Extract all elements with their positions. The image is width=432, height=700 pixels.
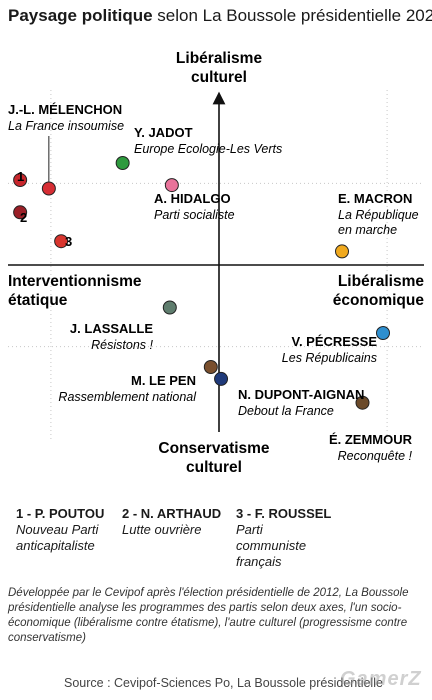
legend-item-party: Parti communiste français — [236, 522, 307, 569]
data-points — [13, 136, 390, 410]
legend-item-name: 3 - F. ROUSSEL — [236, 506, 332, 521]
axis-labels: Libéralisme culturel Conservatisme culturel… — [8, 50, 424, 476]
point-marker-number: 3 — [65, 234, 72, 249]
point-label: V. PÉCRESSE Les Républicains — [282, 334, 378, 365]
point-label: A. HIDALGO Parti socialiste — [154, 191, 235, 222]
legend-item-name: 2 - N. ARTHAUD — [122, 506, 222, 521]
point-label-name: A. HIDALGO — [154, 191, 231, 206]
methodology-note: Développée par le Cevipof après l'électi… — [8, 587, 409, 644]
point-label-party: Reconquête ! — [338, 449, 413, 463]
legend-item-1: 1 - P. POUTOU Nouveau Parti anticapitali… — [16, 506, 126, 554]
axis-label-right: Libéralisme économique — [333, 273, 425, 309]
point-v-pécresse — [376, 326, 390, 340]
point-label: É. ZEMMOUR Reconquête ! — [329, 432, 413, 463]
point-marker-number: 2 — [20, 210, 27, 225]
watermark: GamerZ — [340, 668, 422, 690]
point-y-jadot — [115, 156, 130, 170]
political-compass-chart: Libéralisme culturel Conservatisme culturel… — [8, 50, 424, 476]
point-label: E. MACRON La République en marche — [338, 191, 419, 237]
axis-label-left: Interventionnisme étatique — [8, 273, 142, 309]
point-label-name: M. LE PEN — [131, 373, 196, 388]
point-label-party: Debout la France — [238, 404, 334, 418]
point-é-zemmour — [355, 395, 370, 410]
point-label-party: La République en marche — [338, 208, 419, 237]
point-label-party: Les Républicains — [282, 351, 377, 365]
point-label: J. LASSALLE Résistons ! — [70, 321, 154, 352]
point-n-dupont-aignan — [214, 371, 229, 386]
point-label-party: Résistons ! — [91, 338, 153, 352]
source-line: Source : Cevipof-Sciences Po, La Boussol… — [64, 676, 383, 690]
point-j-l-mélenchon — [41, 181, 56, 196]
point-p-poutou — [13, 173, 28, 187]
gridlines — [8, 90, 424, 440]
point-label: N. DUPONT-AIGNAN Debout la France — [238, 387, 364, 418]
point-a-hidalgo — [164, 178, 179, 193]
point-labels: J.-L. MÉLENCHON La France insoumise Y. JAD… — [8, 102, 419, 463]
point-label: Y. JADOT Europe Ecologie-Les Verts — [134, 125, 282, 156]
point-label-party: Europe Ecologie-Les Verts — [134, 142, 282, 156]
chart-title: Paysage politique selon La Boussole prés… — [8, 6, 432, 26]
point-label-party: Rassemblement national — [58, 390, 197, 404]
chart-title-bold: Paysage politique — [8, 6, 153, 25]
point-label-party: La France insoumise — [8, 119, 124, 133]
point-n-arthaud — [13, 205, 28, 220]
point-label-party: Parti socialiste — [154, 208, 235, 222]
axis-label-top: Libéralisme culturel — [176, 50, 263, 86]
point-label-name: V. PÉCRESSE — [291, 334, 377, 349]
point-label-name: J.-L. MÉLENCHON — [8, 102, 122, 117]
point-label: J.-L. MÉLENCHON La France insoumise — [8, 102, 124, 133]
legend-item-party: Nouveau Parti anticapitaliste — [16, 522, 99, 553]
point-label-name: E. MACRON — [338, 191, 412, 206]
point-label-name: J. LASSALLE — [70, 321, 153, 336]
point-label-name: Y. JADOT — [134, 125, 193, 140]
point-m-le-pen — [203, 360, 218, 374]
chart-title-rest: selon La Boussole présidentielle 2022 — [152, 6, 432, 25]
axis-label-bottom: Conservatisme culturel — [158, 440, 270, 476]
legend-item-2: 2 - N. ARTHAUD Lutte ouvrière — [122, 506, 272, 538]
point-label-name: N. DUPONT-AIGNAN — [238, 387, 364, 402]
legend-item-name: 1 - P. POUTOU — [16, 506, 105, 521]
point-marker-number: 1 — [17, 169, 24, 184]
point-j-lassalle — [162, 300, 177, 315]
point-label: M. LE PEN Rassemblement national — [58, 373, 197, 404]
point-f-roussel — [54, 234, 69, 249]
point-label-name: É. ZEMMOUR — [329, 432, 413, 447]
point-e-macron — [335, 244, 349, 259]
legend-item-party: Lutte ouvrière — [122, 522, 202, 537]
legend-item-3: 3 - F. ROUSSEL Parti communiste français — [236, 506, 336, 570]
